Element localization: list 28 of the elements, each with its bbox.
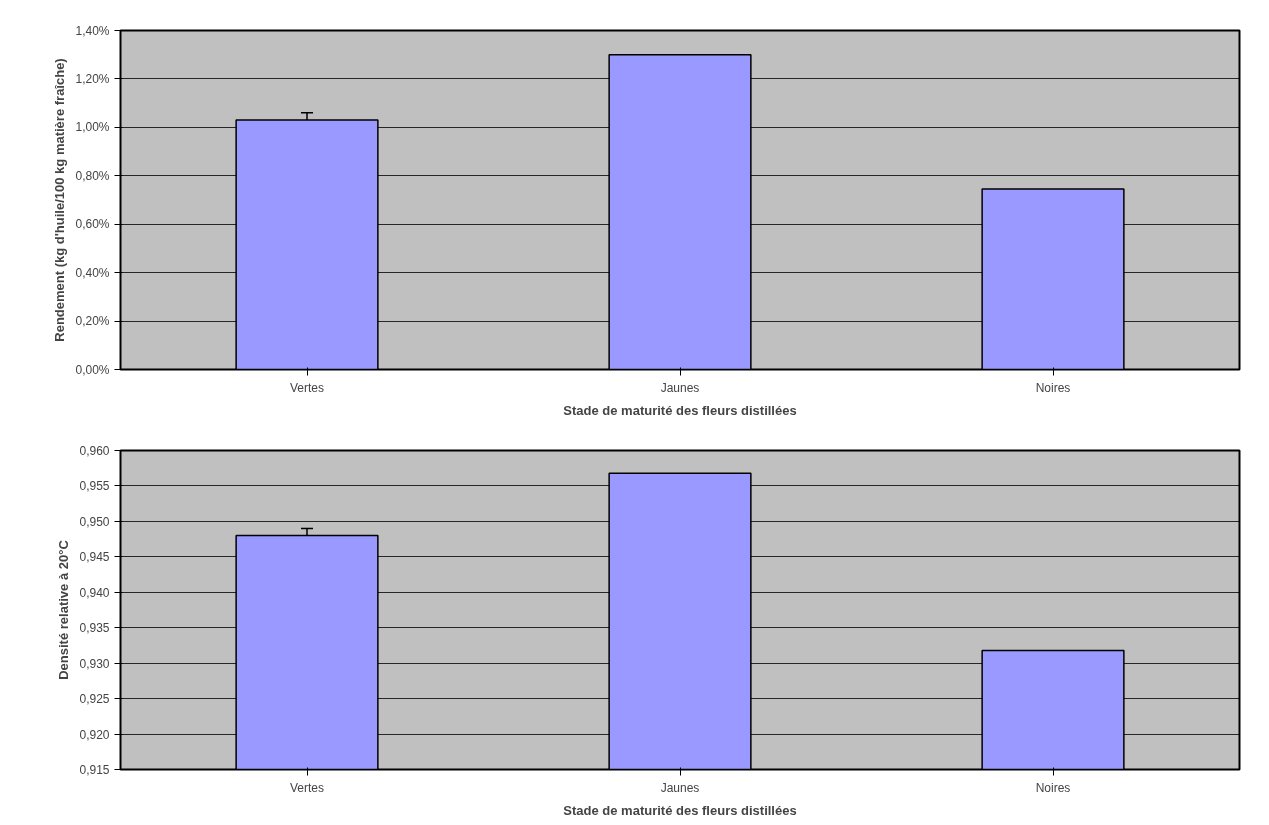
x-tick-label: Jaunes [660, 780, 700, 795]
y-tick-label: 0,925 [79, 692, 110, 707]
x-tick-label: Jaunes [660, 380, 700, 395]
y-axis-title: Densité relative à 20°C [56, 539, 72, 680]
y-tick-label: 0,00% [75, 362, 110, 377]
x-tick-label: Vertes [289, 780, 325, 795]
y-tick-label: 1,40% [75, 23, 110, 38]
y-tick-label: 0,920 [79, 727, 110, 742]
y-tick-label: 0,940 [79, 585, 110, 600]
y-tick-label: 0,20% [75, 314, 110, 329]
y-tick-label: 0,935 [79, 621, 110, 636]
y-tick-label: 0,80% [75, 168, 110, 183]
y-tick-label: 0,960 [79, 444, 110, 458]
x-tick-label: Noires [1035, 780, 1071, 795]
y-tick-label: 0,40% [75, 265, 110, 280]
y-tick-label: 0,60% [75, 217, 110, 232]
y-axis-title: Rendement (kg d'huile/100 kg matière fraîche) [52, 58, 68, 342]
y-tick-label: 0,950 [79, 514, 110, 529]
y-tick-label: 0,945 [79, 550, 110, 565]
x-tick-label: Noires [1035, 380, 1071, 395]
x-tick-label: Vertes [289, 380, 325, 395]
x-axis-title: Stade de maturité des fleurs distillées [563, 802, 797, 818]
y-tick-label: 0,930 [79, 656, 110, 671]
y-tick-label: 1,00% [75, 120, 110, 135]
y-tick-label: 1,20% [75, 71, 110, 86]
y-tick-label: 0,955 [79, 479, 110, 494]
x-axis-title: Stade de maturité des fleurs distillées [563, 402, 797, 418]
y-tick-label: 0,915 [79, 763, 110, 777]
